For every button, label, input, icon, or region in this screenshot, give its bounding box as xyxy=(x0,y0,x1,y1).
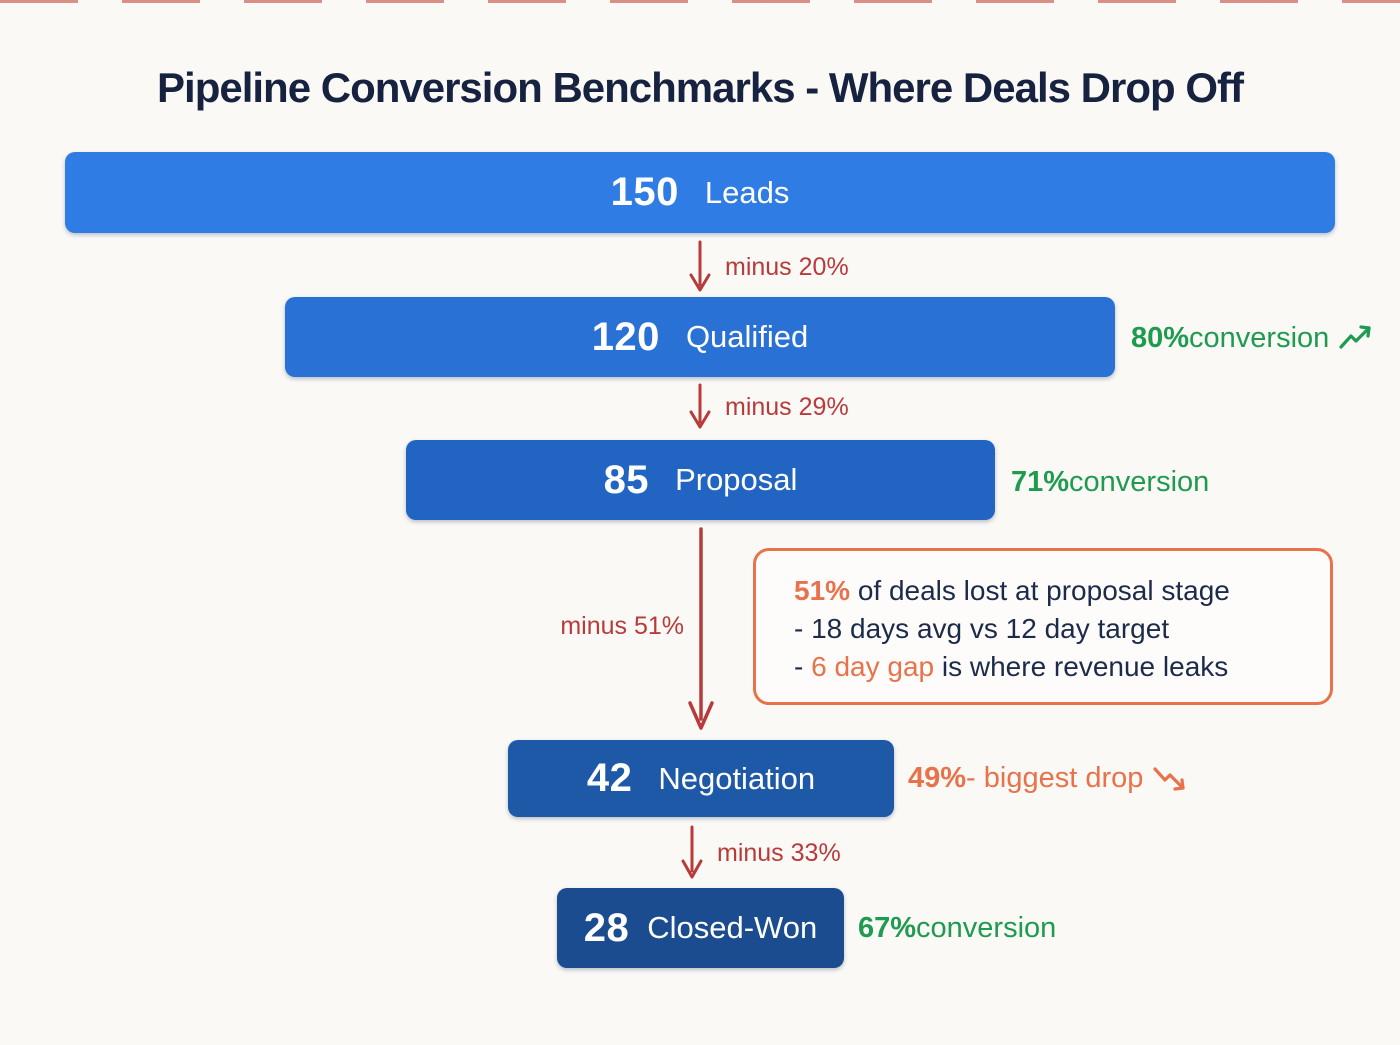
funnel-stage-proposal: 85 Proposal xyxy=(406,440,995,520)
drop-label: minus 29% xyxy=(725,392,849,421)
annotation-highlight: 6 day gap xyxy=(811,651,935,682)
conversion-text: conversion xyxy=(1189,321,1330,354)
down-arrow-icon xyxy=(689,383,711,429)
conversion-text: conversion xyxy=(1069,465,1210,498)
conversion-proposal: 71% conversion xyxy=(1011,464,1209,500)
chart-title: Pipeline Conversion Benchmarks - Where D… xyxy=(157,64,1244,111)
stage-label: Proposal xyxy=(675,462,798,497)
conversion-text: - biggest drop xyxy=(966,761,1144,794)
down-arrow-icon xyxy=(689,240,711,292)
clipped-dashed-line xyxy=(0,0,1400,3)
conversion-text: conversion xyxy=(916,911,1057,944)
annotation-highlight: 51% xyxy=(794,575,851,606)
down-arrow-icon xyxy=(681,825,703,879)
annotation-line-1: 51% of deals lost at proposal stage xyxy=(794,572,1330,610)
trending-down-icon xyxy=(1153,767,1185,791)
annotation-line-2: - 18 days avg vs 12 day target xyxy=(794,613,1170,644)
conversion-closed-won: 67% conversion xyxy=(858,910,1056,946)
conversion-pct: 67% xyxy=(858,911,917,944)
conversion-negotiation: 49% - biggest drop xyxy=(908,760,1188,796)
drop-negotiation-to-closed: minus 33% xyxy=(679,824,841,882)
funnel-stage-closed-won: 28 Closed-Won xyxy=(557,888,844,968)
annotation-line-3: - 6 day gap is where revenue leaks xyxy=(794,648,1330,686)
funnel-stage-leads: 150 Leads xyxy=(65,152,1335,233)
funnel-stage-qualified: 120 Qualified xyxy=(285,297,1115,377)
stage-label: Negotiation xyxy=(658,760,816,796)
annotation-text: of deals lost at proposal stage xyxy=(850,575,1230,606)
stage-value: 42 xyxy=(586,756,633,800)
stage-value: 150 xyxy=(610,170,679,214)
stage-value: 85 xyxy=(603,457,650,502)
conversion-pct: 71% xyxy=(1011,465,1070,498)
drop-qualified-to-proposal: minus 29% xyxy=(687,382,849,432)
stage-value: 28 xyxy=(583,905,630,950)
conversion-pct: 80% xyxy=(1131,321,1190,354)
funnel-stage-negotiation: 42 Negotiation xyxy=(508,740,894,817)
drop-leads-to-qualified: minus 20% xyxy=(687,239,849,295)
annotation-text: is where revenue leaks xyxy=(934,651,1229,682)
drop-label: minus 20% xyxy=(725,252,849,281)
conversion-qualified: 80% conversion xyxy=(1131,320,1374,356)
stage-label: Leads xyxy=(704,174,790,210)
drop-proposal-to-negotiation xyxy=(687,527,715,738)
drop-label: minus 33% xyxy=(717,838,841,867)
long-down-arrow-icon xyxy=(688,527,714,730)
stage-label: Closed-Won xyxy=(647,910,818,945)
annotation-box: 51% of deals lost at proposal stage - 18… xyxy=(753,548,1333,705)
stage-label: Qualified xyxy=(685,319,809,354)
annotation-text: - xyxy=(794,651,812,682)
drop-label: minus 51% xyxy=(560,612,684,640)
stage-value: 120 xyxy=(591,314,660,359)
conversion-pct: 49% xyxy=(908,761,967,794)
trending-up-icon xyxy=(1339,325,1371,349)
